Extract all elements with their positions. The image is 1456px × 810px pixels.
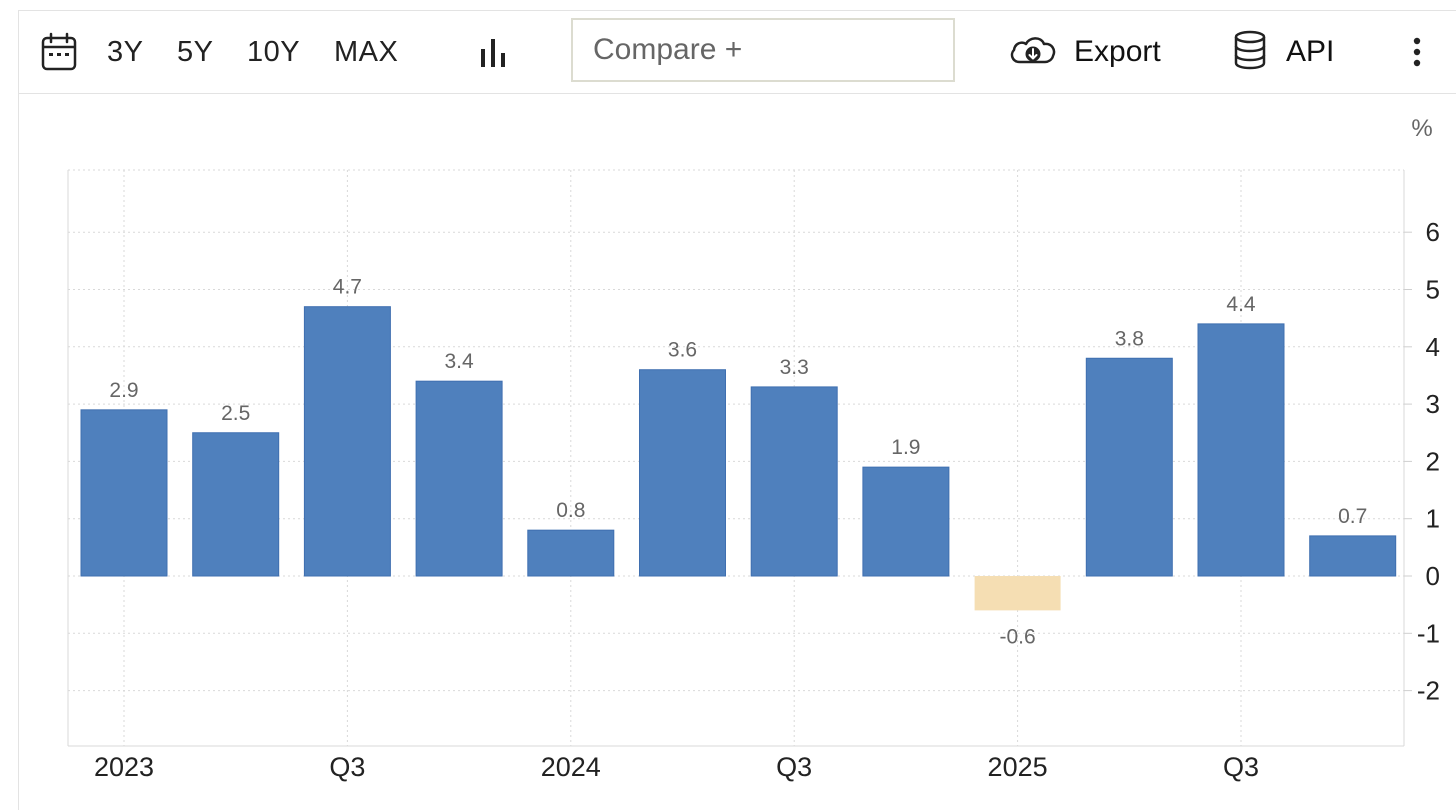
y-tick-label: 3 [1426,389,1440,419]
bar[interactable] [527,529,615,577]
data-labels: 2.9 2.5 4.7 3.4 0.8 3.6 3.3 1.9 -0.6 3.8 4.4 0.7 [109,276,1367,649]
y-tick-label: 1 [1426,504,1440,534]
x-tick-label: Q3 [329,752,365,782]
bar[interactable] [303,306,391,577]
data-label: 3.3 [780,356,809,379]
x-tick-label: 2025 [988,752,1048,782]
axes: -2 -1 0 1 2 3 4 5 6 2023 Q3 2024 Q3 2025 Q3 [94,217,1440,782]
cloud-download-icon [1008,32,1058,73]
bar[interactable] [80,409,168,577]
export-label: Export [1074,35,1161,68]
data-label: 2.9 [109,379,138,402]
bar[interactable] [1197,323,1285,577]
bar[interactable] [639,369,726,577]
chart-frame [18,10,1456,810]
bar[interactable] [415,380,503,577]
bar[interactable] [750,386,838,577]
data-label: 0.8 [556,499,585,522]
y-tick-label: 2 [1426,446,1440,476]
database-icon [1232,30,1268,75]
x-tick-label: Q3 [776,752,812,782]
y-tick-label: -2 [1417,676,1440,706]
range-5y-button[interactable]: 5Y [177,35,214,68]
data-label: 4.7 [333,276,362,299]
x-tick-label: 2024 [541,752,601,782]
toolbar: 3Y 5Y 10Y MAX Export API [18,10,1456,94]
y-tick-label: -1 [1417,618,1440,648]
range-3y-button[interactable]: 3Y [107,35,144,68]
y-tick-label: 0 [1426,561,1440,591]
bars [80,306,1397,611]
y-tick-label: 4 [1426,332,1440,362]
y-axis-unit-label: % [1411,115,1432,142]
data-label: 4.4 [1226,293,1256,316]
x-tick-label: 2023 [94,752,154,782]
data-label: 3.4 [444,350,474,373]
x-tick-label: Q3 [1223,752,1259,782]
calendar-icon[interactable] [40,10,78,94]
api-button[interactable]: API [1232,10,1334,94]
y-tick-label: 5 [1426,275,1440,305]
more-options-icon[interactable] [1410,10,1424,94]
bar[interactable] [192,432,280,577]
data-label: 2.5 [221,402,250,425]
grid [67,169,1405,747]
bar[interactable] [862,466,950,577]
data-label: -0.6 [1000,625,1036,648]
range-10y-button[interactable]: 10Y [247,35,301,68]
y-tick-label: 6 [1426,217,1440,247]
bar[interactable] [1309,535,1397,577]
range-max-button[interactable]: MAX [334,35,399,68]
data-label: 3.6 [668,339,697,362]
chart-type-icon[interactable] [478,10,510,94]
bar[interactable] [1085,357,1173,577]
data-label: 3.8 [1115,327,1144,350]
data-label: 0.7 [1338,505,1367,528]
export-button[interactable]: Export [1008,10,1161,94]
api-label: API [1286,35,1335,68]
bar[interactable] [974,576,1061,611]
compare-input[interactable] [571,18,955,82]
data-label: 1.9 [891,436,920,459]
